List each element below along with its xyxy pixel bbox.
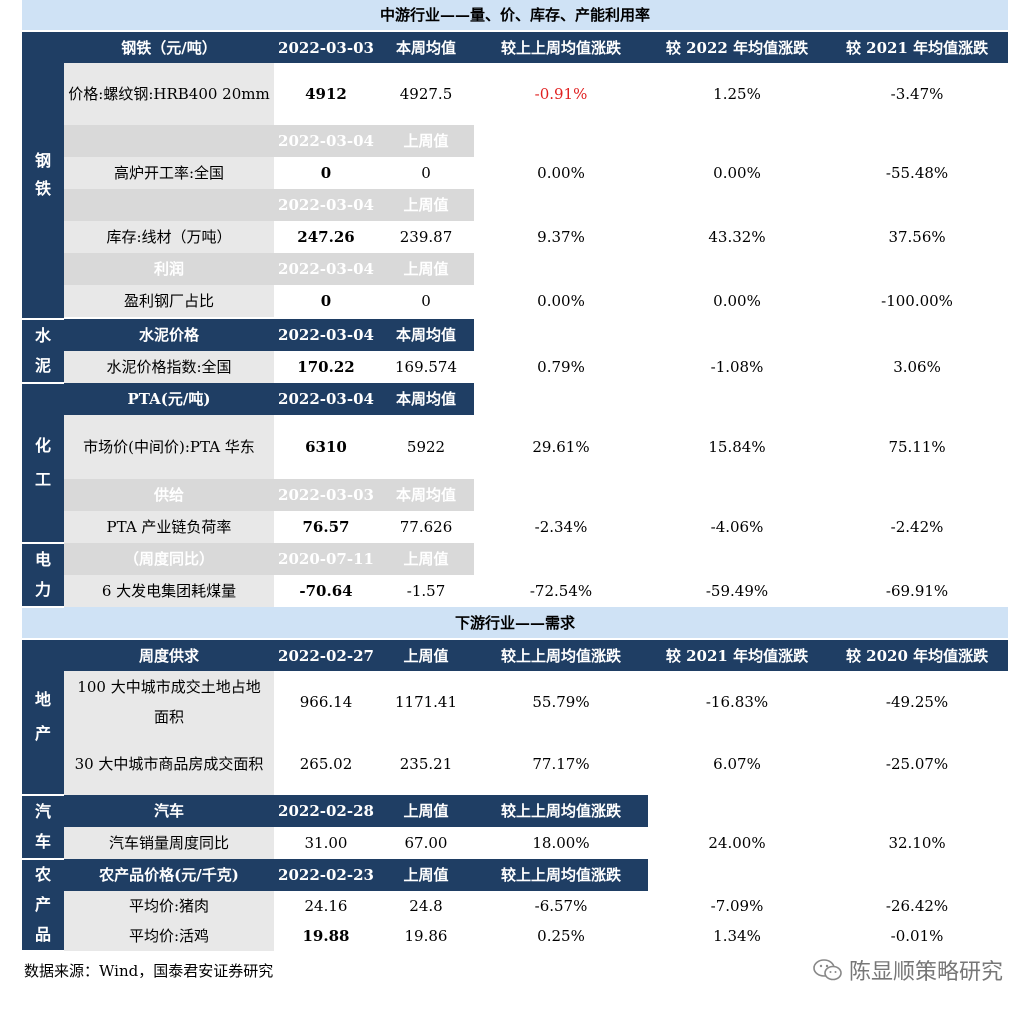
mid-section-title: 中游行业——量、价、库存、产能利用率 xyxy=(22,0,1009,32)
table-row: 6 大发电集团耗煤量 -70.64 -1.57 -72.54% -59.49% … xyxy=(22,575,1008,607)
table-row: 平均价:活鸡 19.88 19.86 0.25% 1.34% -0.01% xyxy=(22,921,1008,951)
wechat-icon xyxy=(813,959,842,981)
category-chemicals: 化 工 xyxy=(22,383,64,544)
table-row: 汽车销量周度同比 31.00 67.00 18.00% 24.00% 32.10… xyxy=(22,827,1008,859)
table-row: 100 大中城市成交土地占地面积 966.14 1171.41 55.79% -… xyxy=(22,671,1008,733)
category-agri: 农 产 品 xyxy=(22,859,64,952)
category-power: 电 力 xyxy=(22,543,64,608)
category-estate: 地 产 xyxy=(22,639,64,796)
table-row: 库存:线材（万吨） 247.26 239.87 9.37% 43.32% 37.… xyxy=(22,221,1008,253)
table-row: 水泥价格指数:全国 170.22 169.574 0.79% -1.08% 3.… xyxy=(22,351,1008,383)
category-steel: 钢 铁 xyxy=(22,31,64,320)
steel-header: 钢铁（元/吨） xyxy=(64,31,274,63)
header-change-3: 较 2021 年均值涨跌 xyxy=(826,31,1009,63)
table-row: 30 大中城市商品房成交面积 265.02 235.21 77.17% 6.07… xyxy=(22,733,1008,795)
header-change-2: 较 2022 年均值涨跌 xyxy=(648,31,826,63)
category-cement: 水 泥 xyxy=(22,319,64,384)
watermark: 陈显顺策略研究 xyxy=(813,954,1003,986)
table-row: 平均价:猪肉 24.16 24.8 -6.57% -7.09% -26.42% xyxy=(22,891,1008,921)
steel-avg: 本周均值 xyxy=(378,31,474,63)
table-row: 市场价(中间价):PTA 华东 6310 5922 29.61% 15.84% … xyxy=(22,415,1008,479)
table-row: PTA 产业链负荷率 76.57 77.626 -2.34% -4.06% -2… xyxy=(22,511,1008,543)
table-row: 盈利钢厂占比 0 0 0.00% 0.00% -100.00% xyxy=(22,285,1008,317)
table-row: 价格:螺纹钢:HRB400 20mm 4912 4927.5 -0.91% 1.… xyxy=(22,63,1008,125)
category-auto: 汽 车 xyxy=(22,795,64,860)
table-row: 高炉开工率:全国 0 0 0.00% 0.00% -55.48% xyxy=(22,157,1008,189)
data-table-container: 中游行业——量、价、库存、产能利用率 钢 铁 钢铁（元/吨） 2022-03-0… xyxy=(22,0,1009,952)
steel-date: 2022-03-03 xyxy=(274,31,378,63)
sub-header-title xyxy=(64,125,274,157)
industry-table: 中游行业——量、价、库存、产能利用率 钢 铁 钢铁（元/吨） 2022-03-0… xyxy=(22,0,1009,952)
source-note: 数据来源：Wind，国泰君安证券研究 xyxy=(24,962,274,980)
down-section-title: 下游行业——需求 xyxy=(22,607,1009,640)
watermark-text: 陈显顺策略研究 xyxy=(848,960,1003,985)
header-change-1: 较上上周均值涨跌 xyxy=(474,31,648,63)
